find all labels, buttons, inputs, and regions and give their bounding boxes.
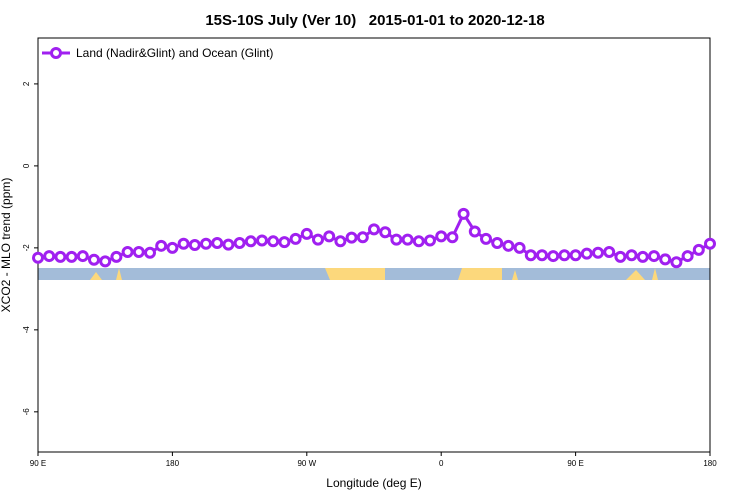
land-band [90, 272, 102, 280]
data-point [65, 250, 78, 263]
data-point [334, 235, 347, 248]
data-point [547, 250, 560, 263]
data-point [88, 253, 100, 266]
data-point [300, 227, 313, 240]
data-point [524, 249, 537, 262]
data-point [323, 230, 336, 243]
data-point [614, 250, 627, 263]
data-point [43, 250, 56, 263]
x-tick-label: 0 [439, 459, 444, 468]
data-point [222, 238, 235, 251]
data-point [166, 241, 179, 254]
x-tick-label: 90 E [30, 459, 46, 468]
data-point [704, 237, 716, 250]
data-point [491, 236, 504, 249]
data-point [412, 235, 425, 248]
data-point [368, 223, 380, 236]
x-tick-label: 180 [166, 459, 180, 468]
data-point [76, 250, 89, 263]
data-point [536, 249, 548, 262]
data-point [692, 243, 705, 256]
land-band [325, 268, 330, 280]
data-point [132, 245, 145, 258]
land-band [462, 268, 502, 280]
land-band [652, 268, 658, 280]
y-tick-label: 0 [22, 163, 31, 168]
data-point [502, 239, 515, 252]
data-point [659, 253, 672, 266]
data-point [177, 237, 190, 250]
data-point [592, 246, 604, 259]
data-point [681, 250, 694, 263]
data-point [648, 250, 660, 263]
y-tick-label: -4 [22, 326, 31, 334]
land-band [330, 268, 385, 280]
data-point [468, 225, 481, 238]
data-point [200, 237, 212, 250]
data-point [244, 235, 257, 248]
data-point [603, 245, 616, 258]
data-point [446, 231, 459, 244]
data-point [144, 246, 156, 259]
land-band [512, 270, 518, 280]
data-point [558, 249, 571, 262]
legend-marker [50, 47, 62, 59]
y-tick-label: -2 [22, 244, 31, 252]
data-point [32, 251, 44, 264]
data-point [211, 236, 224, 249]
x-axis-label: Longitude (deg E) [326, 476, 421, 490]
data-point [356, 231, 369, 244]
data-point [480, 232, 492, 245]
legend-label: Land (Nadir&Glint) and Ocean (Glint) [76, 46, 273, 60]
data-point [670, 256, 683, 269]
data-point [625, 249, 638, 262]
legend: Land (Nadir&Glint) and Ocean (Glint) [42, 46, 273, 60]
data-point [155, 239, 168, 252]
data-point [188, 239, 201, 251]
x-tick-label: 90 E [567, 459, 583, 468]
data-point [379, 226, 392, 239]
y-tick-label: 2 [22, 81, 31, 86]
land-band [116, 268, 122, 280]
data-point [289, 232, 302, 245]
land-band [458, 268, 462, 280]
x-tick-label: 180 [703, 459, 717, 468]
data-point [401, 233, 414, 246]
data-point [569, 249, 582, 262]
data-point [513, 241, 526, 254]
data-point [256, 234, 268, 247]
data-point [435, 230, 448, 243]
x-tick-label: 90 W [297, 459, 316, 468]
data-point [54, 250, 67, 263]
data-point [636, 250, 649, 263]
data-point [110, 250, 123, 263]
data-point [390, 233, 403, 246]
data-point [99, 255, 112, 268]
data-point [267, 235, 280, 248]
data-point [424, 234, 436, 247]
data-point [457, 207, 470, 220]
y-axis-label: XCO2 - MLO trend (ppm) [0, 178, 13, 313]
data-point [121, 245, 134, 258]
chart-title: 15S-10S July (Ver 10) 2015-01-01 to 2020… [205, 12, 544, 29]
y-tick-label: -6 [22, 408, 31, 416]
data-point [345, 231, 358, 244]
land-band [626, 270, 645, 280]
surface-band [38, 268, 710, 280]
data-point [580, 247, 593, 260]
data-point [278, 236, 291, 249]
data-point [233, 236, 246, 249]
data-point [312, 233, 324, 246]
